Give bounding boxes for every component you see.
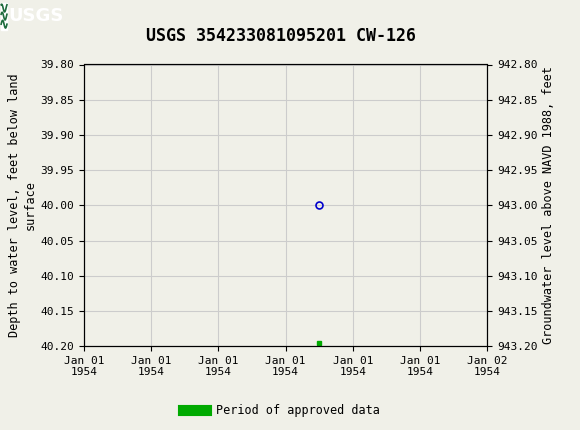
Y-axis label: Groundwater level above NAVD 1988, feet: Groundwater level above NAVD 1988, feet	[542, 66, 554, 344]
Text: USGS: USGS	[9, 7, 64, 25]
Legend: Period of approved data: Period of approved data	[178, 399, 385, 422]
Text: USGS 354233081095201 CW-126: USGS 354233081095201 CW-126	[146, 27, 416, 45]
Y-axis label: Depth to water level, feet below land
surface: Depth to water level, feet below land su…	[9, 74, 37, 337]
Bar	[1, 3, 7, 30]
